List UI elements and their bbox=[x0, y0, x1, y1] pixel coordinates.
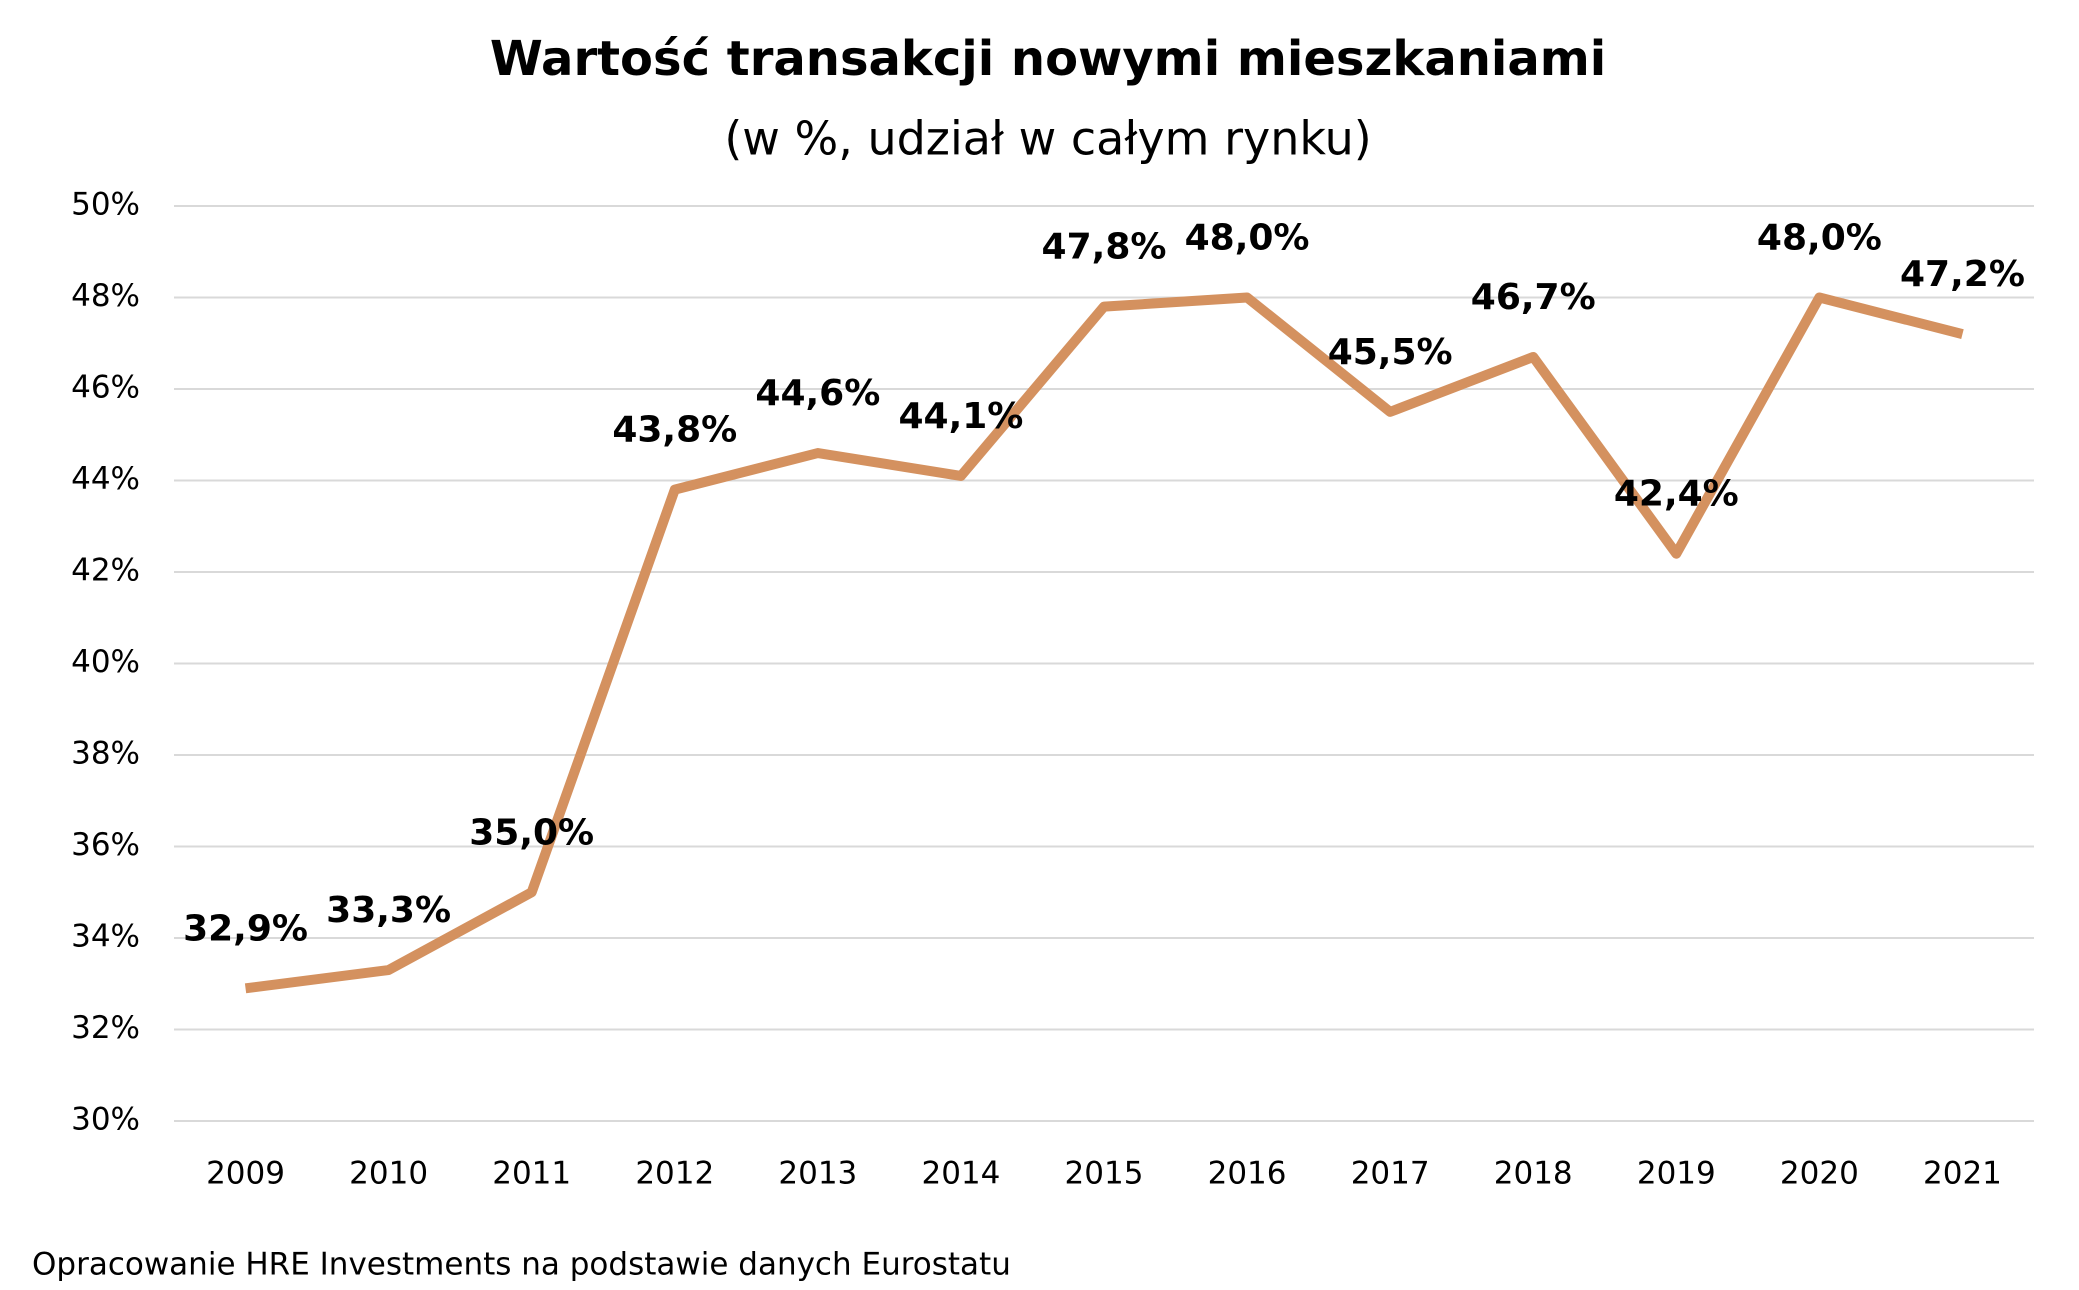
y-tick-label: 32% bbox=[71, 1010, 140, 1046]
y-tick-label: 46% bbox=[71, 370, 140, 406]
data-line bbox=[244, 292, 1964, 994]
y-tick-label: 48% bbox=[71, 278, 140, 314]
data-label: 44,6% bbox=[755, 373, 880, 414]
data-label: 47,2% bbox=[1900, 254, 2025, 295]
data-label: 33,3% bbox=[326, 890, 451, 931]
x-tick-label: 2012 bbox=[635, 1156, 714, 1192]
x-tick-label: 2011 bbox=[492, 1156, 571, 1192]
x-tick-label: 2018 bbox=[1494, 1156, 1573, 1192]
x-tick-label: 2015 bbox=[1065, 1156, 1144, 1192]
chart-title: Wartość transakcji nowymi mieszkaniami bbox=[490, 31, 1606, 87]
y-tick-label: 38% bbox=[71, 736, 140, 772]
x-tick-label: 2013 bbox=[778, 1156, 857, 1192]
y-tick-label: 30% bbox=[71, 1102, 140, 1138]
x-tick-label: 2017 bbox=[1351, 1156, 1430, 1192]
x-tick-label: 2009 bbox=[206, 1156, 285, 1192]
y-tick-label: 40% bbox=[71, 644, 140, 680]
source-note: Opracowanie HRE Investments na podstawie… bbox=[32, 1247, 1011, 1283]
y-tick-label: 50% bbox=[71, 187, 140, 223]
x-tick-label: 2021 bbox=[1923, 1156, 2002, 1192]
x-tick-label: 2016 bbox=[1208, 1156, 1287, 1192]
y-tick-label: 42% bbox=[71, 553, 140, 589]
data-label: 48,0% bbox=[1757, 218, 1882, 259]
y-tick-label: 34% bbox=[71, 919, 140, 955]
data-label: 44,1% bbox=[898, 396, 1023, 437]
chart-subtitle: (w %, udział w całym rynku) bbox=[724, 112, 1371, 166]
data-label: 43,8% bbox=[612, 410, 737, 451]
x-tick-label: 2014 bbox=[921, 1156, 1000, 1192]
data-label: 47,8% bbox=[1042, 227, 1167, 268]
y-tick-label: 44% bbox=[71, 461, 140, 497]
x-tick-label: 2019 bbox=[1637, 1156, 1716, 1192]
y-tick-label: 36% bbox=[71, 827, 140, 863]
x-tick-label: 2020 bbox=[1780, 1156, 1859, 1192]
data-label: 32,9% bbox=[183, 908, 308, 949]
data-label: 35,0% bbox=[469, 812, 594, 853]
data-label: 45,5% bbox=[1328, 332, 1453, 373]
data-label: 42,4% bbox=[1614, 474, 1739, 515]
data-label: 48,0% bbox=[1185, 218, 1310, 259]
data-label: 46,7% bbox=[1471, 277, 1596, 318]
x-tick-label: 2010 bbox=[349, 1156, 428, 1192]
